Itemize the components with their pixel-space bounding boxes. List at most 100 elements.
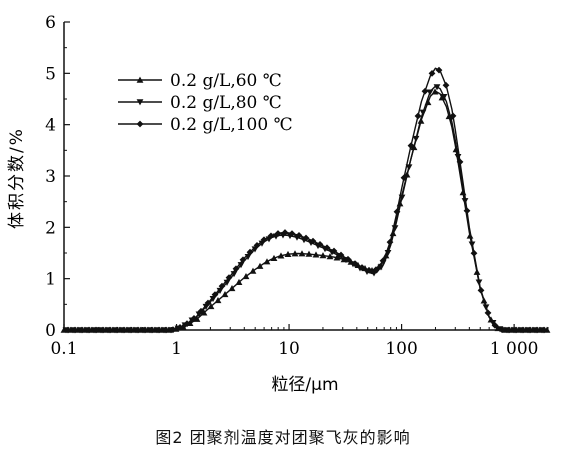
legend-item: 0.2 g/L,60 ℃: [118, 71, 282, 91]
legend-marker: [136, 120, 144, 128]
series-marker: [204, 299, 212, 307]
series-marker: [407, 142, 415, 150]
series-marker: [221, 291, 229, 298]
y-tick-label: 0: [45, 321, 56, 341]
series-marker: [426, 89, 434, 96]
series-marker: [263, 258, 271, 265]
series-marker: [431, 88, 439, 95]
legend-marker: [136, 99, 144, 106]
series-marker: [526, 326, 534, 334]
y-axis-label: 体积分数/%: [7, 127, 27, 229]
series-marker: [484, 309, 492, 317]
series-line: [64, 85, 548, 331]
legend-marker: [136, 76, 144, 83]
series-marker: [256, 262, 264, 269]
series-marker: [305, 250, 313, 257]
series-line: [64, 90, 548, 331]
series-marker: [260, 236, 268, 244]
series-marker: [412, 135, 420, 143]
legend-item: 0.2 g/L,80 ℃: [118, 93, 282, 113]
series-marker: [162, 326, 170, 334]
series-marker: [207, 302, 215, 310]
series-marker: [470, 249, 478, 257]
legend: 0.2 g/L,60 ℃0.2 g/L,80 ℃0.2 g/L,100 ℃: [118, 71, 293, 135]
series-marker: [323, 244, 331, 252]
x-tick-label: 1 000: [490, 339, 539, 359]
y-tick-label: 3: [45, 167, 56, 187]
series-marker: [442, 81, 450, 89]
series-marker: [127, 326, 135, 334]
series-marker: [148, 326, 156, 334]
series-marker: [71, 326, 79, 334]
series-marker: [312, 251, 320, 258]
series-marker: [242, 272, 250, 280]
series-marker: [218, 282, 226, 290]
series-marker: [270, 254, 278, 261]
x-tick-label: 1: [171, 339, 182, 359]
series-marker: [372, 266, 380, 274]
series-marker: [505, 326, 513, 334]
series-marker: [302, 234, 310, 242]
series-marker: [428, 69, 436, 77]
series-marker: [463, 207, 471, 215]
legend-label: 0.2 g/L,100 ℃: [170, 115, 293, 135]
figure-caption: 图2 团聚剂温度对团聚飞灰的影响: [155, 428, 411, 447]
series-marker: [400, 174, 408, 182]
series-2: [62, 84, 548, 334]
series-marker: [99, 326, 107, 334]
series-marker: [344, 255, 352, 263]
series-marker: [169, 326, 177, 334]
series-1: [60, 88, 551, 333]
series-marker: [239, 256, 247, 264]
series-marker: [533, 326, 541, 334]
series-marker: [106, 326, 114, 334]
series-marker: [326, 253, 334, 260]
series-marker: [92, 326, 100, 334]
series-marker: [253, 241, 261, 249]
series-marker: [405, 164, 413, 171]
series-marker: [134, 326, 142, 334]
series-marker: [200, 309, 208, 316]
series-marker: [419, 109, 427, 116]
series-marker: [141, 326, 149, 334]
y-tick-label: 1: [45, 270, 56, 290]
legend-label: 0.2 g/L,60 ℃: [170, 71, 282, 91]
series-marker: [319, 252, 327, 259]
series-marker: [379, 257, 387, 265]
series-marker: [540, 326, 548, 334]
series-marker: [351, 260, 359, 268]
legend-item: 0.2 g/L,100 ℃: [118, 115, 293, 135]
series-marker: [449, 112, 457, 120]
series-marker: [284, 250, 292, 257]
series-marker: [435, 66, 443, 74]
series-marker: [333, 254, 341, 261]
series-marker: [316, 241, 324, 248]
series-marker: [358, 264, 366, 271]
series-marker: [246, 248, 254, 256]
series-marker: [414, 112, 422, 120]
series-marker: [183, 320, 191, 328]
series-marker: [249, 267, 257, 274]
series-marker: [298, 250, 306, 257]
series-marker: [433, 84, 441, 91]
series-marker: [85, 326, 93, 334]
series-marker: [386, 238, 394, 246]
legend-label: 0.2 g/L,80 ℃: [170, 93, 282, 113]
series-marker: [291, 250, 299, 257]
x-tick-label: 100: [385, 339, 417, 359]
series-marker: [267, 232, 275, 240]
series-marker: [78, 326, 86, 334]
series-marker: [225, 274, 233, 281]
series-marker: [330, 247, 338, 255]
series-marker: [512, 326, 520, 334]
x-tick-label: 10: [278, 339, 300, 359]
y-tick-label: 5: [45, 64, 56, 84]
series-marker: [190, 315, 198, 322]
y-tick-label: 2: [45, 218, 56, 238]
series-marker: [477, 286, 485, 294]
series-marker: [235, 278, 243, 285]
series-marker: [155, 326, 163, 334]
x-tick-label: 0.1: [50, 339, 77, 359]
